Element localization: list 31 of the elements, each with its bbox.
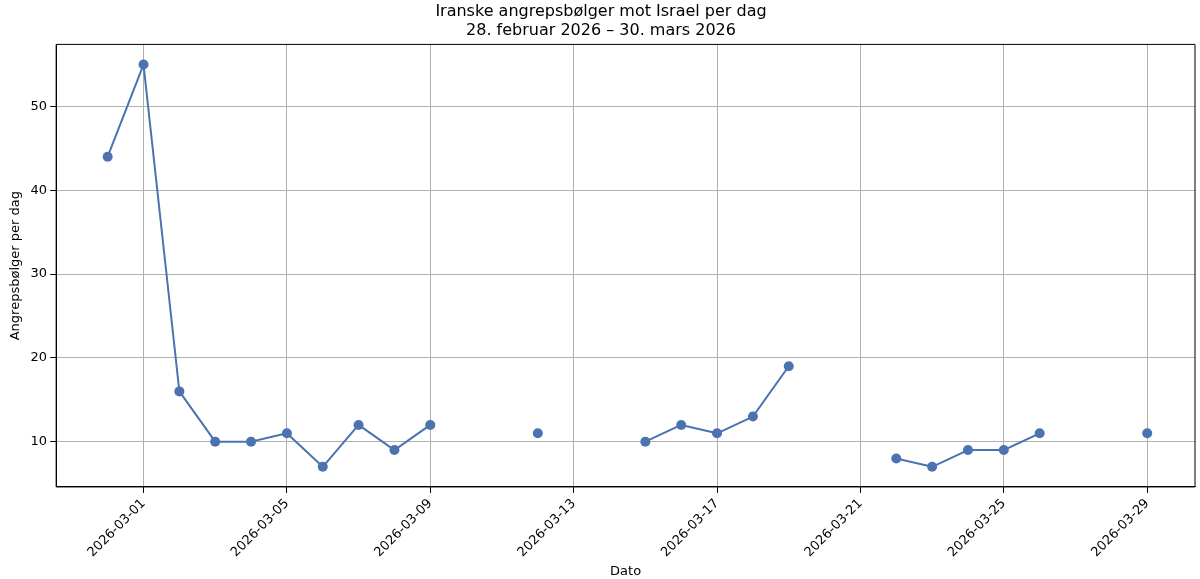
y-tick-label: 40 [30,181,48,197]
point [640,436,651,447]
point [998,445,1009,456]
point [712,428,723,439]
chart-subtitle: 28. februar 2026 – 30. mars 2026 [466,19,736,39]
point [783,361,794,372]
point [425,419,436,430]
y-tick-label: 50 [30,97,48,113]
point [676,419,687,430]
point [246,436,257,447]
point [927,461,938,472]
y-axis-title: Angrepsbølger per dag [7,191,23,341]
y-tick-label: 20 [30,349,48,365]
point [102,151,113,162]
point [1142,428,1153,439]
point [174,386,185,397]
point [389,445,400,456]
point [281,428,292,439]
point [317,461,328,472]
point [138,59,149,70]
point [891,453,902,464]
y-tick-label: 10 [30,433,48,449]
point [962,445,973,456]
point [532,428,543,439]
x-axis-title: Dato [610,562,642,578]
point [210,436,221,447]
point [1034,428,1045,439]
y-tick-label: 30 [30,265,48,281]
point [747,411,758,422]
chart-title: Iranske angrepsbølger mot Israel per dag [435,0,767,20]
point [353,419,364,430]
